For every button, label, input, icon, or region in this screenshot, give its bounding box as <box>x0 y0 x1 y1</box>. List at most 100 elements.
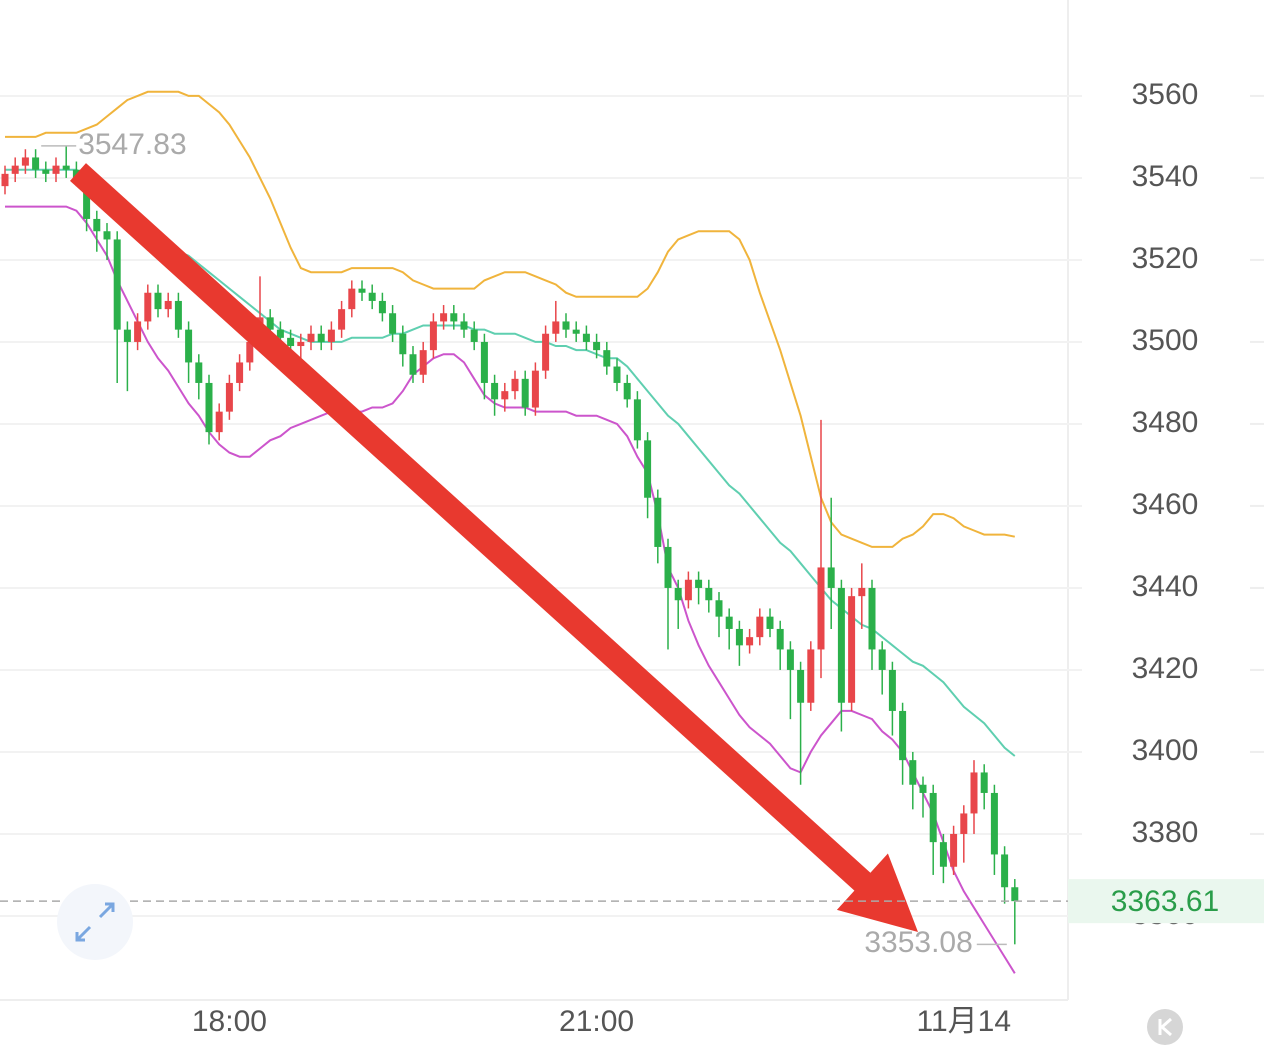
candle-body <box>42 169 50 174</box>
candle-body <box>93 218 101 232</box>
candle-body <box>389 313 397 334</box>
candle-body <box>11 165 19 174</box>
candle-body <box>144 292 152 322</box>
candle-body <box>990 792 998 855</box>
candle-body <box>766 616 774 629</box>
candle-body <box>1001 854 1009 888</box>
candle-body <box>735 628 743 646</box>
y-tick-label: 3500 <box>1132 324 1199 357</box>
candle-body <box>21 157 29 166</box>
candle-body <box>480 341 488 383</box>
candle-body <box>746 637 754 646</box>
candle-body <box>623 382 631 400</box>
candle-body <box>807 649 815 703</box>
candle-body <box>654 497 662 547</box>
y-tick-label: 3560 <box>1132 78 1199 111</box>
x-tick-label: 18:00 <box>192 1005 267 1038</box>
expand-icon <box>75 902 115 942</box>
candle-body <box>338 309 346 330</box>
candle-body <box>878 649 886 670</box>
candle-body <box>939 842 947 867</box>
candle-body <box>756 616 764 638</box>
candle-body <box>786 649 794 670</box>
candle-body <box>827 567 835 588</box>
candle-body <box>511 378 519 392</box>
candle-body <box>470 329 478 342</box>
band-line <box>5 90 1016 548</box>
candle-body <box>266 317 274 330</box>
candle-body <box>980 772 988 793</box>
candle-body <box>399 333 407 355</box>
candle-body <box>552 321 560 334</box>
candle-body <box>348 288 356 310</box>
candle-body <box>603 350 611 367</box>
candle-body <box>817 567 825 650</box>
y-tick-label: 3420 <box>1132 652 1199 685</box>
candle-body <box>715 600 723 617</box>
candle-body <box>83 177 91 219</box>
candle-body <box>929 792 937 843</box>
x-tick-label: 21:00 <box>559 1005 634 1038</box>
x-tick-label: 11月14 <box>917 1005 1012 1038</box>
candle-body <box>531 370 539 408</box>
candle-body <box>695 579 703 588</box>
candle-body <box>113 239 121 330</box>
k-button[interactable] <box>1147 1009 1183 1045</box>
candle-body <box>950 833 958 867</box>
candle-body <box>246 341 254 363</box>
candle-body <box>582 333 590 342</box>
candle-body <box>868 587 876 650</box>
candle-body <box>797 669 805 703</box>
trend-arrow <box>70 163 918 933</box>
last-price-label: 3363.61 <box>1111 885 1219 918</box>
band-line <box>5 205 1016 974</box>
candle-body <box>429 321 437 351</box>
candle-body <box>103 231 111 240</box>
candle-body <box>419 350 427 375</box>
candle-body <box>409 354 417 375</box>
candle-body <box>633 399 641 441</box>
candle-body <box>460 321 468 330</box>
expand-button[interactable] <box>57 884 133 960</box>
y-tick-label: 3540 <box>1132 160 1199 193</box>
candle-body <box>613 366 621 383</box>
candle-body <box>674 587 682 601</box>
candle-body <box>123 329 131 342</box>
candle-body <box>134 321 142 342</box>
candle-body <box>664 546 672 588</box>
candle-body <box>164 300 172 310</box>
candle-body <box>725 616 733 629</box>
candle-body <box>32 157 40 170</box>
candle-body <box>154 292 162 310</box>
candle-body <box>440 313 448 322</box>
candle-body <box>1011 887 1019 902</box>
candle-body <box>236 362 244 383</box>
candle-body <box>521 378 529 408</box>
y-tick-label: 3460 <box>1132 488 1199 521</box>
candle-body <box>450 313 458 322</box>
candle-body <box>378 300 386 314</box>
candles <box>1 145 1019 945</box>
candle-body <box>970 772 978 814</box>
candle-body <box>837 587 845 703</box>
candle-body <box>848 596 856 703</box>
candle-body <box>960 813 968 834</box>
candle-body <box>317 333 325 342</box>
labels: 3360338034003420344034603480350035203540… <box>0 78 1264 1038</box>
candle-body <box>205 382 213 433</box>
candle-body <box>593 341 601 351</box>
candle-body <box>562 321 570 330</box>
y-tick-label: 3380 <box>1132 816 1199 849</box>
last-price-box <box>1068 879 1264 924</box>
y-tick-label: 3440 <box>1132 570 1199 603</box>
candle-body <box>776 628 784 650</box>
candle-body <box>307 333 315 342</box>
y-tick-label: 3400 <box>1132 734 1199 767</box>
candle-body <box>185 329 193 363</box>
candle-body <box>909 760 917 785</box>
y-tick-label: 3520 <box>1132 242 1199 275</box>
candle-body <box>858 587 866 597</box>
